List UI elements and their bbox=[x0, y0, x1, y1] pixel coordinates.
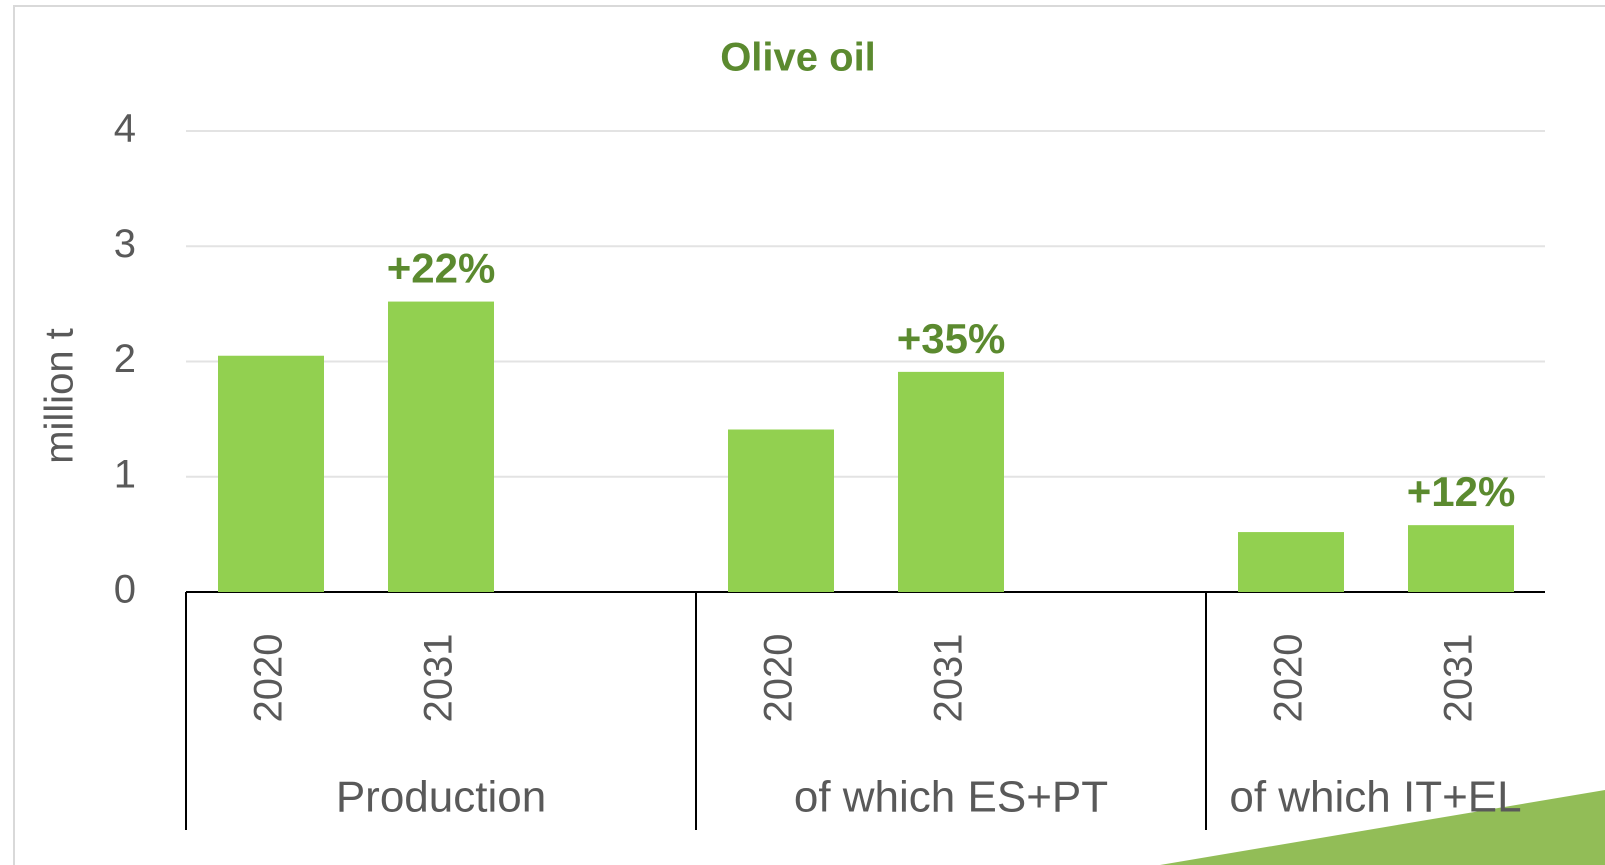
group-label: Production bbox=[336, 773, 546, 822]
y-tick-label: 3 bbox=[114, 222, 136, 266]
bar bbox=[218, 355, 324, 592]
chart-frame bbox=[13, 5, 1605, 865]
y-axis-label: million t bbox=[38, 328, 82, 464]
x-tick-label: 2020 bbox=[1267, 634, 1311, 723]
bar-annotation: +12% bbox=[1407, 468, 1516, 515]
x-tick-label: 2031 bbox=[927, 634, 971, 723]
y-tick-label: 2 bbox=[114, 337, 136, 381]
x-tick-label: 2031 bbox=[1437, 634, 1481, 723]
group-label: of which IT+EL bbox=[1229, 773, 1521, 822]
x-tick-label: 2020 bbox=[247, 634, 291, 723]
bar bbox=[1238, 532, 1344, 592]
x-tick-label: 2031 bbox=[417, 634, 461, 723]
x-tick-label: 2020 bbox=[757, 634, 801, 723]
y-tick-label: 4 bbox=[114, 107, 136, 151]
y-tick-label: 1 bbox=[114, 452, 136, 496]
bar bbox=[728, 429, 834, 592]
bar bbox=[1408, 525, 1514, 592]
bar bbox=[898, 371, 1004, 592]
bar bbox=[388, 301, 494, 592]
bar-annotation: +22% bbox=[387, 245, 496, 292]
group-label: of which ES+PT bbox=[794, 773, 1108, 822]
chart-title: Olive oil bbox=[720, 36, 876, 80]
bar-annotation: +35% bbox=[897, 315, 1006, 362]
decor-swoosh bbox=[1160, 790, 1605, 865]
y-tick-label: 0 bbox=[114, 568, 136, 612]
